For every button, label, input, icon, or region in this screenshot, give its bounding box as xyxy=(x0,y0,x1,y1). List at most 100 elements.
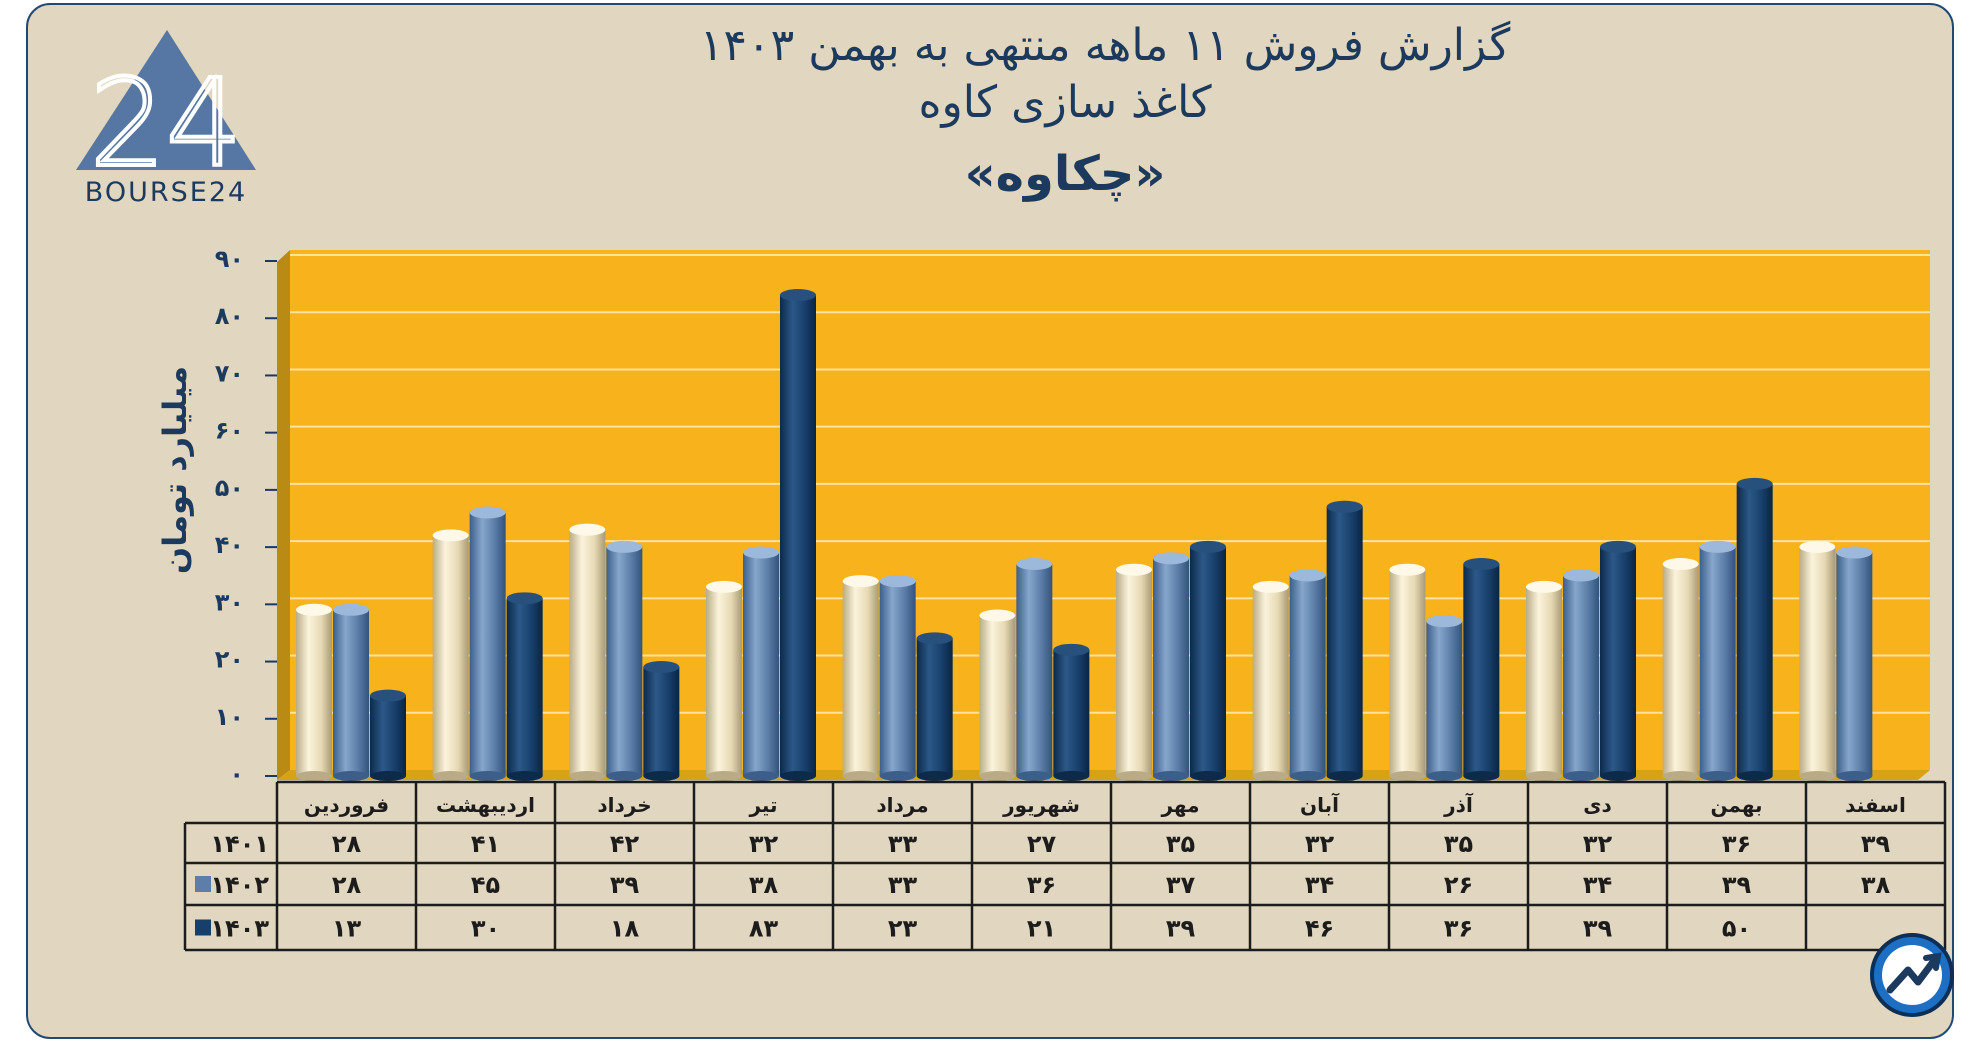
data-label: ۳۹ xyxy=(610,871,640,899)
bar-cap xyxy=(1699,540,1736,553)
trend-logo-icon xyxy=(1870,933,1954,1017)
bar-base xyxy=(1799,771,1836,781)
bar-body xyxy=(1662,564,1699,776)
bar-cap xyxy=(643,661,680,673)
bar-cap xyxy=(1563,569,1599,582)
chart-title-line3: «چکاوه» xyxy=(965,146,1166,202)
data-label: ۴۵ xyxy=(471,871,500,899)
bar-base xyxy=(706,771,742,781)
data-label: ۳۴ xyxy=(1583,871,1612,899)
y-tick-label: ۵۰ xyxy=(215,474,244,502)
data-label: ۳۰ xyxy=(471,915,500,943)
legend-label: ۱۴۰۳ xyxy=(210,915,269,943)
bar-cap xyxy=(296,603,332,616)
bar-base xyxy=(1463,771,1500,781)
bar xyxy=(1116,563,1152,781)
bar-body xyxy=(1190,546,1226,776)
bar xyxy=(1389,563,1426,781)
bar-base xyxy=(333,771,369,781)
data-label: ۲۸ xyxy=(332,871,362,899)
data-label: ۲۶ xyxy=(1444,871,1473,899)
bar-base xyxy=(1016,771,1053,781)
data-label: ۲۸ xyxy=(332,830,362,858)
category-label: شهریور xyxy=(1002,793,1080,817)
bar-base xyxy=(916,771,953,781)
data-label: ۳۹ xyxy=(1583,915,1613,943)
bar-base xyxy=(1526,771,1562,781)
data-label: ۳۸ xyxy=(1861,871,1891,899)
bar xyxy=(432,529,469,781)
bar-body xyxy=(1799,546,1836,776)
data-table: فروردین اردیبهشت خرداد تیر مرداد شهریور مهر آبا… xyxy=(183,780,1947,952)
data-label: ۳۹ xyxy=(1166,915,1196,943)
bar xyxy=(879,575,916,781)
bar-cap xyxy=(916,632,953,645)
y-tick-label: ۲۰ xyxy=(215,646,244,674)
data-label: ۴۱ xyxy=(471,830,500,858)
bar xyxy=(1736,477,1773,781)
data-label: ۳۳ xyxy=(888,871,918,899)
bar-body xyxy=(1600,546,1636,776)
bar-base xyxy=(1699,771,1736,781)
bar xyxy=(333,603,369,781)
y-tick-label: ۸۰ xyxy=(215,302,244,330)
data-label: ۳۲ xyxy=(749,830,779,858)
bar xyxy=(1053,643,1090,781)
logo-text: BOURSE24 xyxy=(85,177,247,208)
bar-cap xyxy=(1389,563,1426,576)
bar-base xyxy=(1736,771,1773,781)
bar-body xyxy=(1153,558,1189,776)
bar-cap xyxy=(1426,615,1463,628)
plot-background xyxy=(290,250,1930,770)
bar-base xyxy=(879,771,916,781)
category-label: دی xyxy=(1583,793,1612,817)
bar-cap xyxy=(1116,563,1152,576)
bar-cap xyxy=(780,289,816,302)
bar-body xyxy=(780,295,816,776)
bar xyxy=(842,575,879,781)
bar-body xyxy=(1463,564,1500,776)
bar-base xyxy=(1563,771,1599,781)
data-label: ۳۳ xyxy=(888,830,918,858)
legend-label: ۱۴۰۱ xyxy=(210,830,269,858)
legend-label: ۱۴۰۲ xyxy=(210,871,269,899)
data-label: ۳۶ xyxy=(1722,830,1751,858)
bar-body xyxy=(743,552,779,776)
bar-cap xyxy=(370,689,406,702)
bar-base xyxy=(606,771,643,781)
bar-base xyxy=(1662,771,1699,781)
data-label: ۳۲ xyxy=(1583,830,1613,858)
bar-cap xyxy=(606,540,643,553)
bar-base xyxy=(1252,771,1289,781)
bar-body xyxy=(1116,569,1152,776)
bar-body xyxy=(1426,621,1463,776)
bar-cap xyxy=(1190,540,1226,553)
bar-base xyxy=(1600,771,1636,781)
bar-cap xyxy=(569,523,606,536)
bar-base xyxy=(842,771,879,781)
bar-base xyxy=(1426,771,1463,781)
category-label: مهر xyxy=(1160,793,1199,817)
bar-cap xyxy=(706,580,742,593)
data-label: ۸۳ xyxy=(749,915,779,943)
bar-cap xyxy=(979,609,1016,622)
bar-cap xyxy=(333,603,369,616)
data-label: ۴۲ xyxy=(610,830,640,858)
bar xyxy=(916,632,953,781)
bar xyxy=(706,580,742,781)
bar-body xyxy=(1389,569,1426,776)
y-axis-label: میلیارد تومان xyxy=(156,366,194,574)
plot-side-wall xyxy=(277,250,290,780)
category-label: مرداد xyxy=(876,793,928,817)
bar-cap xyxy=(1836,546,1873,559)
data-label: ۳۸ xyxy=(749,871,779,899)
data-label: ۳۴ xyxy=(1305,871,1334,899)
bar-body xyxy=(842,581,879,776)
bar-body xyxy=(469,512,506,776)
bar-cap xyxy=(1289,569,1326,582)
bar-cap xyxy=(1662,558,1699,570)
bar-cap xyxy=(1153,552,1189,565)
bar-body xyxy=(1053,649,1090,776)
bar xyxy=(1016,558,1053,781)
bar-body xyxy=(1016,564,1053,776)
